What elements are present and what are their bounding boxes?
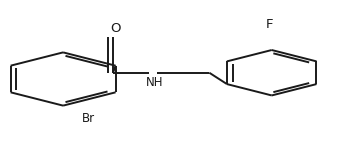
Text: F: F <box>266 18 274 31</box>
Text: Br: Br <box>82 112 95 125</box>
Text: O: O <box>111 22 121 35</box>
Text: NH: NH <box>146 76 164 89</box>
